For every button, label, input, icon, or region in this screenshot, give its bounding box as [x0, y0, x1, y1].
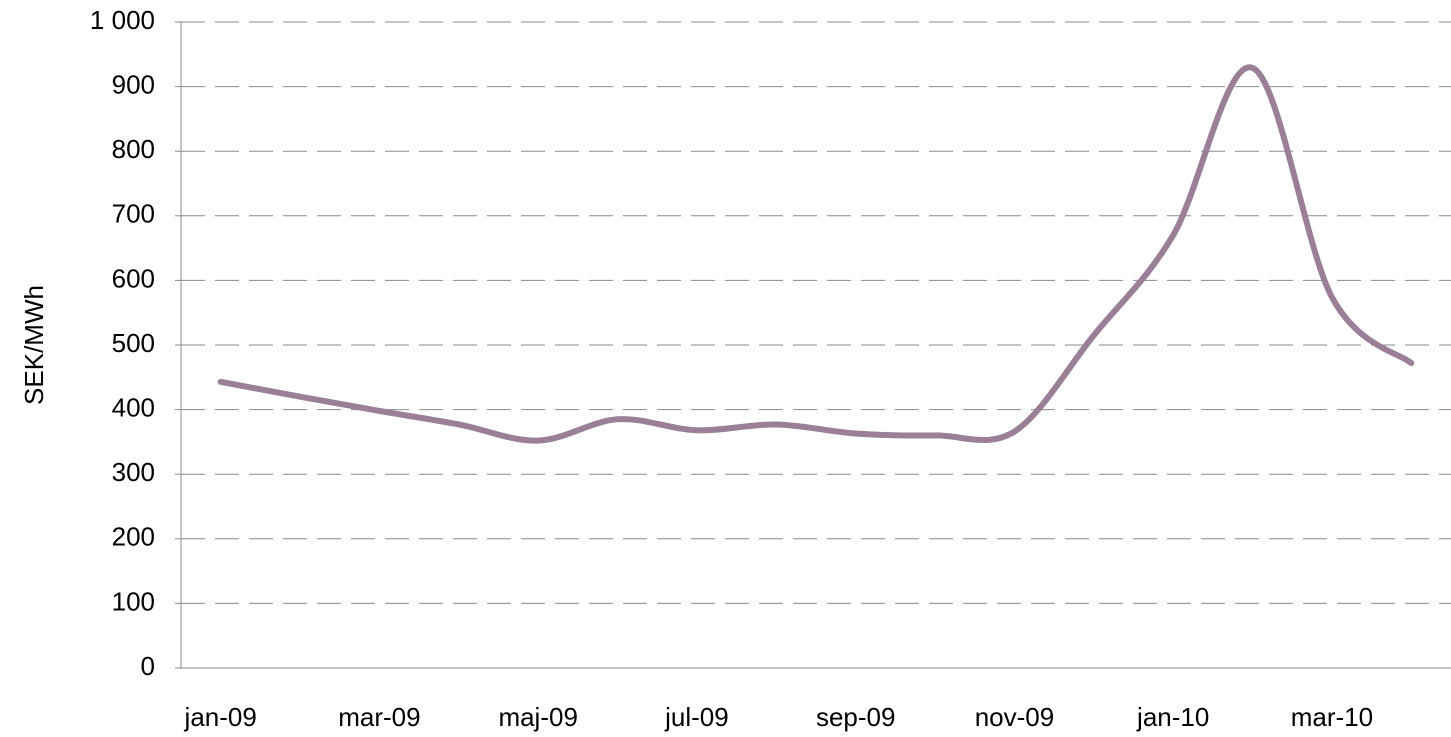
y-tick-label: 0 — [141, 651, 155, 681]
y-tick-label: 600 — [112, 263, 155, 293]
y-tick-label: 500 — [112, 328, 155, 358]
x-tick-label: sep-09 — [816, 702, 896, 732]
x-tick-label: mar-10 — [1291, 702, 1373, 732]
y-tick-label: 900 — [112, 69, 155, 99]
y-tick-label: 400 — [112, 392, 155, 422]
y-tick-label: 100 — [112, 586, 155, 616]
y-tick-label: 300 — [112, 457, 155, 487]
line — [217, 64, 1415, 444]
y-tick-label: 800 — [112, 134, 155, 164]
x-tick-label: jan-09 — [184, 702, 257, 732]
x-tick-label: nov-09 — [975, 702, 1055, 732]
x-tick-label: maj-09 — [498, 702, 577, 732]
x-tick-label: jul-09 — [664, 702, 729, 732]
x-tick-label: jan-10 — [1136, 702, 1209, 732]
y-tick-label: 700 — [112, 199, 155, 229]
y-tick-label: 1 000 — [90, 5, 155, 35]
y-tick-label: 200 — [112, 522, 155, 552]
x-tick-label: mar-09 — [338, 702, 420, 732]
y-axis-label: SEK/MWh — [19, 285, 49, 405]
